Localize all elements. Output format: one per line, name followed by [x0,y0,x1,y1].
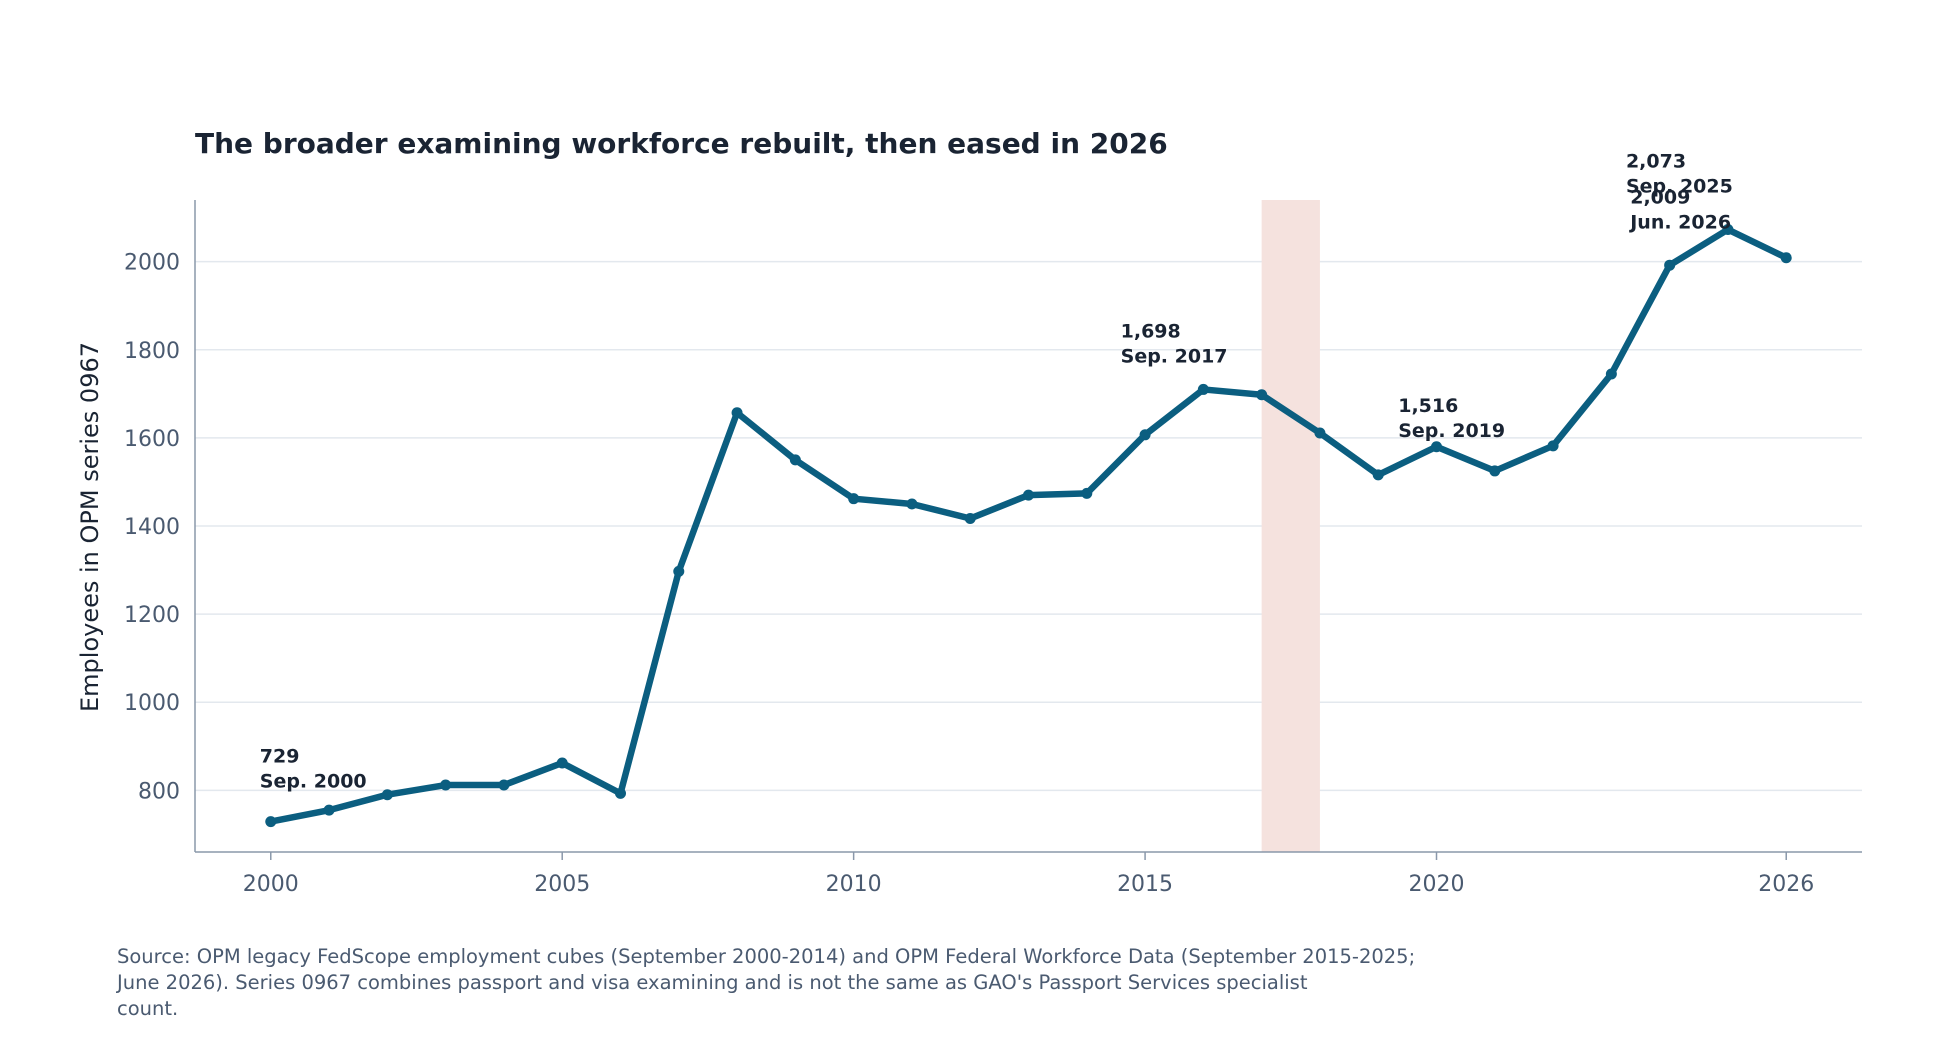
data-point-2011 [906,498,918,510]
y-axis-ticks: 800 1000 1200 1400 1600 1800 2000 [124,251,180,805]
annotation-value-2026: 2,009 [1630,187,1690,209]
data-point-2012 [964,513,976,525]
x-tick-label-2026: 2026 [1758,872,1814,897]
annotations: 729 Sep. 2000 1,698 Sep. 2017 1,516 Sep. 2019… [260,151,1733,793]
data-point-2014 [1081,487,1093,499]
y-tick-label-1400: 1400 [124,515,180,540]
annotation-value-2000: 729 [260,746,300,768]
annotation-value-2019: 1,516 [1398,395,1458,417]
data-point-2024 [1664,259,1676,271]
highlight-band [1261,200,1320,852]
data-point-2022 [1547,440,1559,452]
data-point-2002 [381,789,393,801]
data-point-2009 [789,454,801,466]
source-line-2: June 2026). Series 0967 combines passpor… [115,971,1308,994]
data-point-2021 [1489,465,1501,477]
data-point-2006 [614,787,626,799]
annotation-value-2025: 2,073 [1626,151,1686,173]
data-point-2004 [498,779,510,791]
data-point-2003 [440,779,452,791]
data-point-2015 [1139,429,1151,441]
source-line-1: Source: OPM legacy FedScope employment c… [117,945,1415,968]
y-tick-label-1600: 1600 [124,427,180,452]
annotation-date-2026: Jun. 2026 [1628,212,1731,234]
data-point-2023 [1605,368,1617,380]
annotation-date-2017: Sep. 2017 [1121,346,1228,368]
data-point-2020 [1431,441,1443,453]
x-tick-label-2005: 2005 [534,872,590,897]
data-point-2000 [265,816,277,828]
data-point-2017 [1256,389,1268,401]
x-tick-label-2015: 2015 [1117,872,1173,897]
data-point-2016 [1197,383,1209,395]
y-tick-label-1000: 1000 [124,691,180,716]
source-line-3: count. [117,997,178,1020]
x-tick-label-2020: 2020 [1409,872,1465,897]
data-point-2025 [1722,224,1734,236]
annotation-date-2000: Sep. 2000 [260,771,367,793]
chart-title: The broader examining workforce rebuilt,… [195,127,1168,160]
y-tick-label-800: 800 [138,779,180,804]
annotation-date-2025: Sep. 2025 [1626,176,1733,198]
data-point-2007 [673,565,685,577]
annotation-date-2019: Sep. 2019 [1398,420,1505,442]
data-point-2001 [323,804,335,816]
highlight-rect [1261,200,1320,852]
y-tick-label-1800: 1800 [124,339,180,364]
data-point-2010 [848,493,860,505]
y-axis-label: Employees in OPM series 0967 [76,342,104,712]
gridlines [195,260,1862,792]
data-point-2026 [1780,252,1792,264]
data-point-2018 [1314,427,1326,439]
data-point-2005 [556,757,568,769]
axes [194,200,1862,853]
data-point-2008 [731,407,743,419]
data-point-2019 [1372,469,1384,481]
y-tick-label-2000: 2000 [124,251,180,276]
x-tick-label-2000: 2000 [243,872,299,897]
x-tick-label-2010: 2010 [826,872,882,897]
annotation-value-2017: 1,698 [1121,321,1181,343]
source-note: Source: OPM legacy FedScope employment c… [115,945,1415,1020]
y-tick-label-1200: 1200 [124,603,180,628]
x-axis-ticks: 2000 2005 2010 2015 2020 2026 [243,852,1814,897]
data-point-2013 [1023,489,1034,501]
data-points [265,224,1792,828]
